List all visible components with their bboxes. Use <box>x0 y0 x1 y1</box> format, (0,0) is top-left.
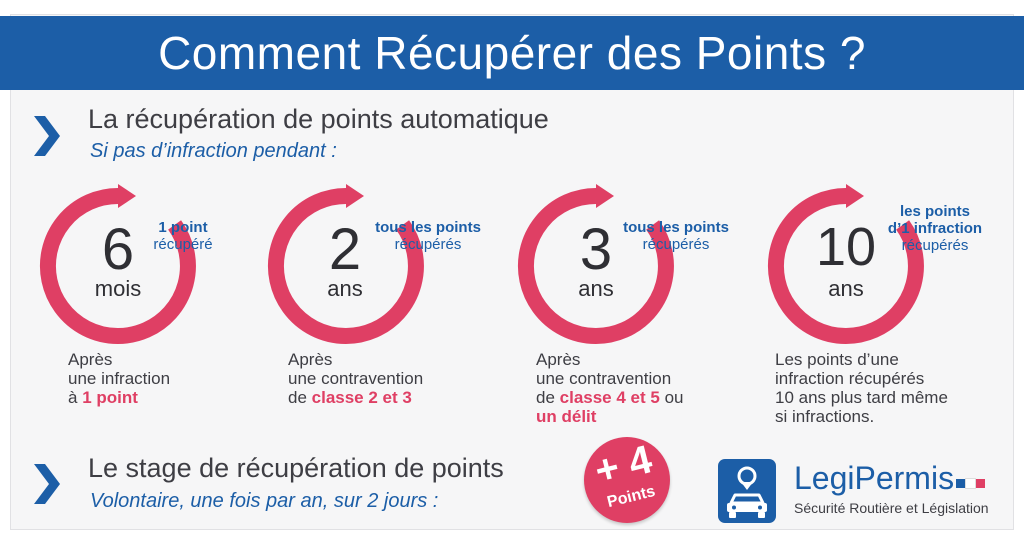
refresh-arrow-icon <box>767 184 924 344</box>
recovery-note: les points d’1 infraction récupérés <box>887 203 983 254</box>
recovery-note: tous les points récupérés <box>375 219 481 253</box>
car-pin-icon <box>718 459 776 523</box>
duration-number: 2 <box>328 217 362 282</box>
title-banner: Comment Récupérer des Points ? <box>0 16 1024 90</box>
recovery-note: 1 point récupéré <box>153 219 213 253</box>
section-title-stage: Le stage de récupération de points <box>88 453 504 483</box>
section-title-automatic: La récupération de points automatique <box>88 104 549 134</box>
chevron-right-icon <box>34 116 60 156</box>
condition-text: Les points d’une infraction récupérés 10… <box>775 350 948 426</box>
points-badge: + 4 Points <box>584 437 670 523</box>
duration-unit: ans <box>828 276 864 301</box>
duration-number: 6 <box>101 217 135 282</box>
french-flag-icon <box>956 475 986 489</box>
condition-text: Après une infraction à 1 point <box>68 350 171 407</box>
condition-text: Après une contravention de classe 2 et 3 <box>288 350 424 407</box>
brand-tagline: Sécurité Routière et Législation <box>794 500 989 516</box>
chevron-right-icon <box>34 464 60 504</box>
condition-text: Après une contravention de classe 4 et 5… <box>536 350 684 426</box>
duration-number: 3 <box>579 217 613 282</box>
recovery-note: tous les points récupérés <box>623 219 729 253</box>
duration-unit: ans <box>327 276 363 301</box>
duration-number: 10 <box>815 217 877 277</box>
section-subtitle-stage: Volontaire, une fois par an, sur 2 jours… <box>90 490 439 512</box>
card-background <box>10 14 1014 530</box>
page-title: Comment Récupérer des Points ? <box>158 27 866 79</box>
duration-unit: mois <box>94 276 142 301</box>
refresh-arrow-icon <box>39 184 196 344</box>
refresh-arrow-icon <box>267 184 424 344</box>
duration-unit: ans <box>578 276 614 301</box>
refresh-arrow-icon <box>517 184 674 344</box>
section-subtitle-automatic: Si pas d’infraction pendant : <box>90 140 337 162</box>
brand-name: LegiPermis <box>794 460 955 496</box>
